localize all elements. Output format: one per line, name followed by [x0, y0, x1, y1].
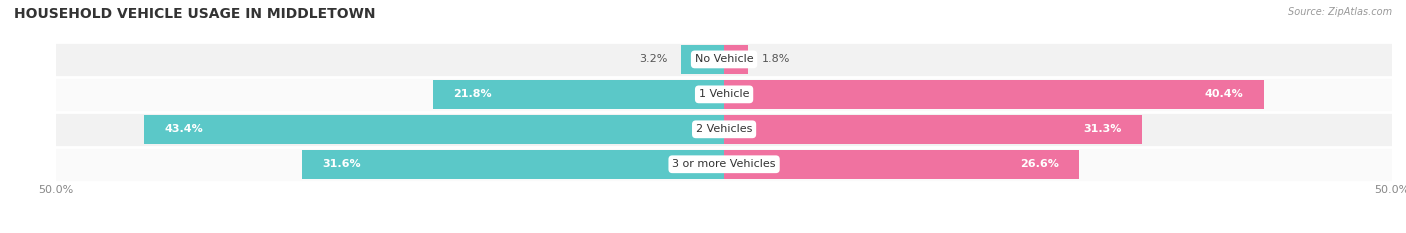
- Bar: [56, 147, 1392, 182]
- Bar: [302, 150, 724, 178]
- Bar: [724, 115, 1142, 144]
- Text: 2 Vehicles: 2 Vehicles: [696, 124, 752, 134]
- Text: 31.3%: 31.3%: [1084, 124, 1122, 134]
- Bar: [145, 115, 724, 144]
- Text: 26.6%: 26.6%: [1021, 159, 1059, 169]
- Text: 21.8%: 21.8%: [453, 89, 492, 99]
- Bar: [724, 150, 1080, 178]
- Text: 3.2%: 3.2%: [640, 55, 668, 64]
- Bar: [56, 112, 1392, 147]
- Text: 31.6%: 31.6%: [322, 159, 361, 169]
- Text: 3 or more Vehicles: 3 or more Vehicles: [672, 159, 776, 169]
- Bar: [433, 80, 724, 109]
- Text: Source: ZipAtlas.com: Source: ZipAtlas.com: [1288, 7, 1392, 17]
- Text: 40.4%: 40.4%: [1205, 89, 1244, 99]
- Bar: [56, 42, 1392, 77]
- Text: 1.8%: 1.8%: [762, 55, 790, 64]
- Bar: [724, 45, 748, 74]
- Text: 1 Vehicle: 1 Vehicle: [699, 89, 749, 99]
- Text: No Vehicle: No Vehicle: [695, 55, 754, 64]
- Bar: [724, 80, 1264, 109]
- Bar: [56, 77, 1392, 112]
- Text: HOUSEHOLD VEHICLE USAGE IN MIDDLETOWN: HOUSEHOLD VEHICLE USAGE IN MIDDLETOWN: [14, 7, 375, 21]
- Text: 43.4%: 43.4%: [165, 124, 204, 134]
- Bar: [682, 45, 724, 74]
